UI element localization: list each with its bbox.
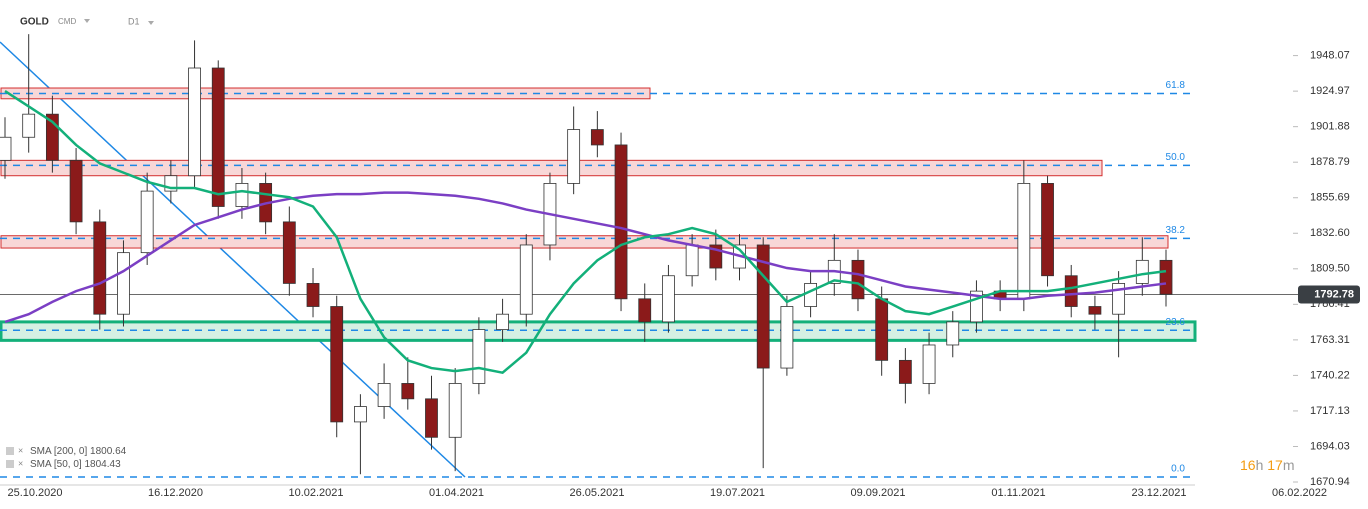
y-tick-label: 1924.97 — [1310, 85, 1350, 97]
fib-label: 0.0 — [1171, 464, 1185, 475]
legend-icon — [6, 460, 14, 468]
y-tick-label: 1855.69 — [1310, 192, 1350, 204]
legend-params: [200, 0] — [54, 446, 88, 457]
candle-body — [117, 252, 130, 315]
candle-body — [472, 329, 486, 384]
candle-body — [1135, 259, 1149, 284]
countdown-part: 17 — [1267, 457, 1283, 473]
candle-body — [22, 113, 36, 138]
dropdown-icon[interactable] — [84, 19, 90, 23]
y-tick-label: 1809.50 — [1310, 263, 1350, 275]
last-price-box — [1298, 285, 1360, 304]
candle-body — [567, 129, 581, 184]
market[interactable]: CMD — [58, 17, 76, 26]
candle-body — [306, 283, 320, 307]
countdown-part: m — [1283, 457, 1295, 473]
interval[interactable]: D1 — [128, 16, 140, 26]
trend-line — [0, 41, 466, 478]
candle-body — [898, 359, 912, 384]
countdown-part: 16 — [1240, 457, 1256, 473]
candle-body — [638, 298, 652, 323]
x-tick-label: 09.09.2021 — [850, 487, 905, 499]
y-tick-label: 1832.60 — [1310, 227, 1350, 239]
countdown-part: h — [1256, 457, 1264, 473]
candle-body — [946, 321, 960, 346]
legend-last: 1804.43 — [85, 459, 122, 470]
candle-body — [235, 183, 249, 207]
candle-body — [1159, 259, 1173, 295]
legend-name: SMA — [30, 446, 52, 457]
candle-body — [93, 221, 107, 315]
candle-body — [282, 221, 296, 284]
sma-line — [4, 191, 1167, 324]
candle-body — [377, 383, 391, 407]
fib-label: 23.6 — [1166, 317, 1186, 328]
candle-body — [496, 313, 509, 330]
x-tick-label: 16.12.2020 — [148, 487, 203, 499]
y-tick-label: 1948.07 — [1310, 49, 1350, 61]
candle-body — [590, 129, 604, 146]
x-tick-label: 01.04.2021 — [429, 487, 484, 499]
countdown: 16h 17m — [1240, 457, 1295, 473]
zone — [0, 320, 1197, 342]
candle-body — [875, 298, 889, 361]
candle-body — [851, 259, 865, 300]
candle-body — [780, 306, 794, 369]
candle-body — [685, 244, 699, 277]
legend-last: 1800.64 — [90, 446, 127, 457]
candle-body — [804, 283, 817, 307]
candle-body — [69, 159, 83, 223]
fib-label: 61.8 — [1166, 80, 1186, 91]
candle-body — [211, 67, 225, 207]
candle-body — [425, 398, 438, 438]
candle-body — [354, 406, 367, 423]
x-tick-label: 19.07.2021 — [710, 487, 765, 499]
candle-body — [188, 67, 201, 177]
candle-body — [401, 383, 415, 400]
dropdown-icon[interactable] — [148, 21, 154, 25]
candle-body — [756, 244, 770, 369]
candle-body — [448, 383, 462, 438]
candle-body — [1064, 275, 1078, 307]
legend-name: SMA — [30, 459, 52, 470]
candle-body — [0, 136, 12, 161]
legend-icon — [6, 447, 14, 455]
candle-body — [662, 275, 675, 323]
legend-entry: SMA [50, 0] 1804.43 — [30, 459, 121, 470]
legend-close: × — [18, 445, 23, 455]
candle-body — [1088, 306, 1102, 315]
x-tick-label: 26.05.2021 — [569, 487, 624, 499]
y-tick-label: 1717.13 — [1310, 405, 1350, 417]
candle-body — [330, 306, 344, 423]
y-tick-label: 1670.94 — [1310, 476, 1350, 488]
x-tick-label: 23.12.2021 — [1131, 487, 1186, 499]
symbol[interactable]: GOLD — [20, 17, 49, 28]
fib-label: 50.0 — [1166, 152, 1186, 163]
candle-body — [519, 244, 533, 315]
last-price-label: 1792.78 — [1314, 288, 1354, 300]
candle-body — [1041, 183, 1054, 277]
x-tick-label: 01.11.2021 — [991, 487, 1045, 499]
x-tick-label: 10.02.2021 — [288, 487, 343, 499]
legend-entry: SMA [200, 0] 1800.64 — [30, 446, 127, 457]
candle-body — [922, 344, 936, 384]
x-tick-label: 25.10.2020 — [7, 487, 62, 499]
candle-body — [1017, 183, 1031, 300]
candle-body — [140, 190, 154, 254]
sma-line — [4, 90, 1167, 375]
fib-label: 38.2 — [1166, 225, 1186, 236]
legend-close: × — [18, 458, 23, 468]
zone — [0, 159, 1103, 177]
legend-params: [50, 0] — [54, 459, 82, 470]
y-tick-label: 1740.22 — [1310, 369, 1350, 381]
y-tick-label: 1763.31 — [1310, 334, 1350, 346]
candle-body — [614, 144, 628, 300]
y-tick-label: 1694.03 — [1310, 440, 1350, 452]
y-tick-label: 1901.88 — [1310, 121, 1350, 133]
y-tick-label: 1878.79 — [1310, 156, 1350, 168]
x-tick-label: 06.02.2022 — [1272, 487, 1327, 499]
